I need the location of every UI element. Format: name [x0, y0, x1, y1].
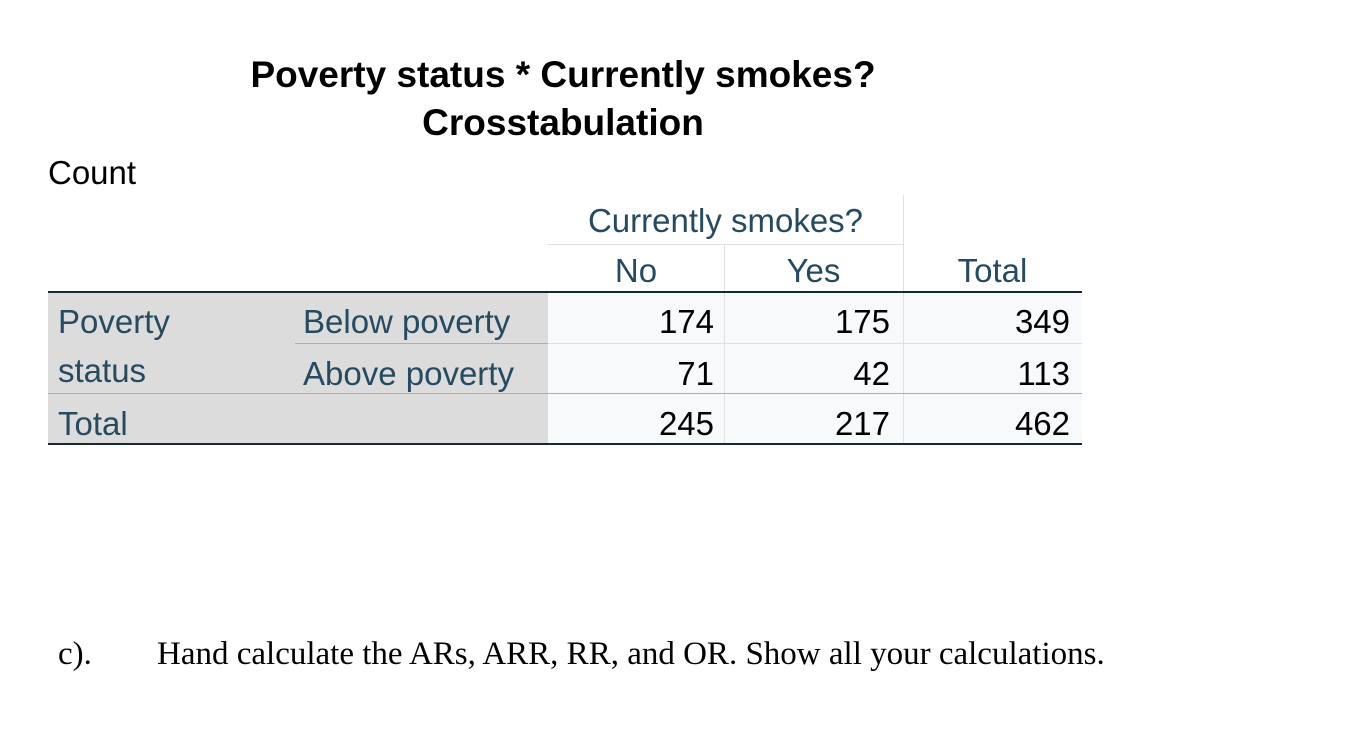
row-label: Below poverty [303, 303, 511, 340]
border [548, 343, 1082, 344]
cell-bg [548, 292, 1082, 444]
border [48, 443, 1082, 445]
divider [903, 195, 904, 444]
border [48, 393, 1082, 394]
column-header: No [614, 252, 658, 289]
row-label: Above poverty [303, 355, 514, 392]
border [48, 291, 1082, 293]
statistic: Count [48, 154, 137, 191]
cell-value: 71 [677, 355, 714, 392]
question-text: Hand calculate the ARs, ARR, RR, and OR.… [157, 636, 1105, 672]
cell-value: 217 [834, 405, 890, 442]
border [295, 343, 548, 344]
row-label: Total [58, 405, 128, 442]
cell-value: 349 [1014, 303, 1070, 340]
cell-value: 113 [1017, 355, 1070, 392]
column-header: Yes [786, 252, 841, 289]
row-group: status [58, 352, 147, 389]
title: Poverty status * Currently smokes? [250, 54, 876, 95]
column-header: Total [957, 252, 1028, 289]
row-header-bg [48, 292, 548, 444]
divider [548, 244, 903, 245]
column-group: Currently smokes? [587, 202, 864, 239]
cell-value: 42 [853, 355, 890, 392]
cell-value: 174 [658, 303, 714, 340]
title: Crosstabulation [422, 102, 704, 143]
cell-value: 462 [1014, 405, 1070, 442]
cell-value: 175 [834, 303, 890, 340]
divider [724, 244, 725, 444]
cell-value: 245 [658, 405, 714, 442]
question-label: c). [58, 636, 92, 672]
row-group: Poverty [58, 303, 170, 340]
